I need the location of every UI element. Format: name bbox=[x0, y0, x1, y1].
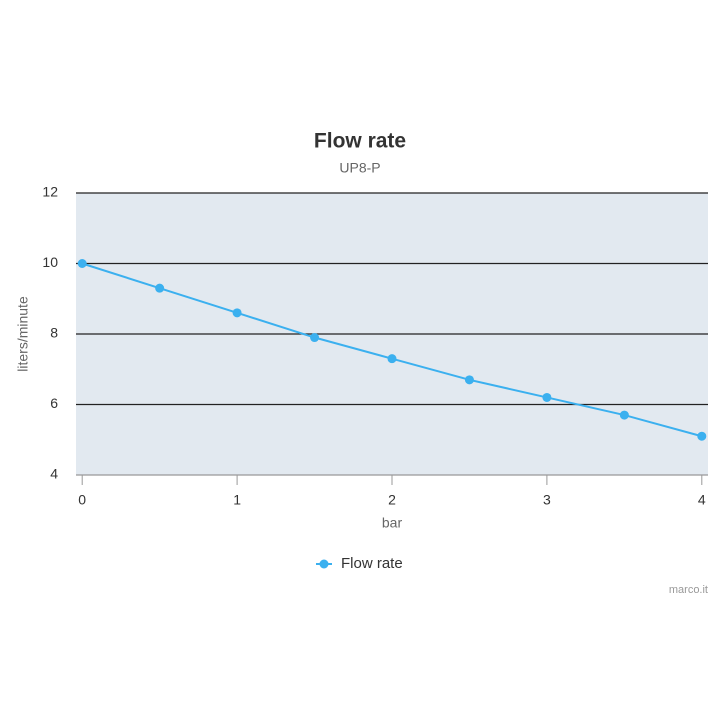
chart-subtitle: UP8-P bbox=[339, 160, 380, 176]
data-point bbox=[542, 392, 552, 402]
y-tick-label: 4 bbox=[50, 466, 58, 482]
data-point bbox=[619, 410, 629, 420]
y-tick-label: 10 bbox=[42, 254, 58, 270]
legend-marker bbox=[319, 559, 329, 569]
y-tick-label: 8 bbox=[50, 325, 58, 341]
data-point bbox=[232, 308, 242, 318]
data-point bbox=[697, 431, 707, 441]
data-point bbox=[464, 375, 474, 385]
x-tick-label: 1 bbox=[233, 492, 241, 508]
data-point bbox=[77, 259, 87, 268]
y-tick-label: 12 bbox=[42, 184, 58, 200]
chart-title: Flow rate bbox=[314, 130, 406, 153]
data-point bbox=[387, 354, 397, 364]
x-tick-label: 2 bbox=[388, 492, 396, 508]
x-tick-label: 4 bbox=[698, 492, 706, 508]
y-tick-label: 6 bbox=[50, 395, 58, 411]
x-tick-label: 3 bbox=[543, 492, 551, 508]
legend-label: Flow rate bbox=[341, 555, 403, 572]
data-point bbox=[310, 333, 320, 343]
credit: marco.it bbox=[669, 584, 708, 596]
data-point bbox=[155, 283, 165, 293]
x-tick-label: 0 bbox=[78, 492, 86, 508]
x-axis-label: bar bbox=[382, 515, 403, 531]
y-axis-label: liters/minute bbox=[15, 296, 31, 372]
